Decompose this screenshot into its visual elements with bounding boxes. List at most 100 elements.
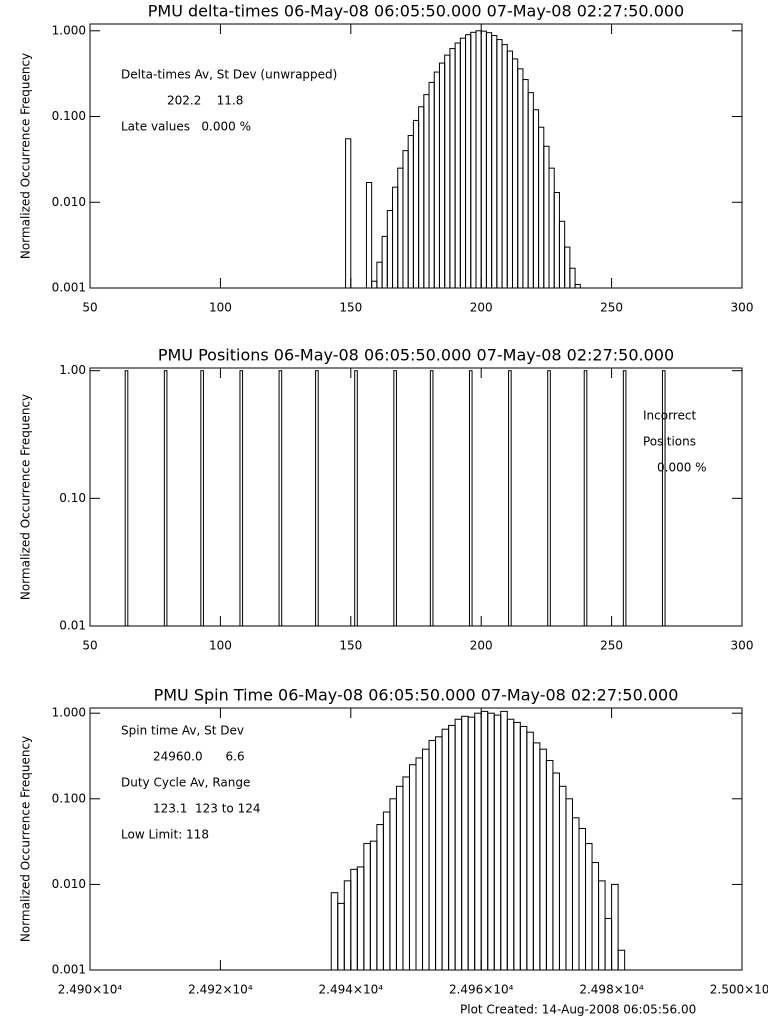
histogram-bar xyxy=(350,868,358,971)
x-tick-label: 150 xyxy=(339,301,362,315)
histogram-bar xyxy=(438,62,446,289)
histogram-bar xyxy=(465,34,472,289)
histogram-bar xyxy=(598,880,606,971)
x-tick-label: 300 xyxy=(731,301,754,315)
histogram-bar xyxy=(474,712,482,971)
y-tick-label: 0.100 xyxy=(52,109,86,123)
x-tick-label: 250 xyxy=(600,301,623,315)
histogram-bar xyxy=(538,126,545,289)
histogram-bar xyxy=(493,714,502,971)
histogram-bar xyxy=(522,79,529,289)
annotation: Duty Cycle Av, Range xyxy=(121,776,250,790)
histogram-bar xyxy=(402,776,410,971)
histogram-bar xyxy=(552,772,560,971)
y-axis-label: Normalized Occurrence Frequency xyxy=(19,394,33,600)
bar xyxy=(354,370,358,627)
histogram-bar xyxy=(408,764,417,971)
histogram-bar xyxy=(496,39,503,289)
histogram-bar xyxy=(448,724,456,971)
annotation: 123.1 123 to 124 xyxy=(153,802,260,816)
histogram-bar xyxy=(428,81,435,289)
histogram-bar xyxy=(475,30,482,289)
bar xyxy=(163,370,168,627)
histogram-bar xyxy=(545,760,554,971)
y-tick-label: 1.000 xyxy=(52,706,86,720)
x-tick-label: 100 xyxy=(209,301,232,315)
annotation: 24960.0 6.6 xyxy=(153,750,245,764)
bar xyxy=(468,370,473,627)
histogram-bar xyxy=(565,798,573,971)
y-axis-label: Normalized Occurrence Frequency xyxy=(19,53,33,259)
histogram-bar xyxy=(480,30,487,289)
x-tick-label: 2.490×10⁴ xyxy=(58,983,123,997)
histogram-bar xyxy=(571,817,580,971)
histogram-bar xyxy=(402,150,409,289)
annotation: Late values 0.000 % xyxy=(121,120,251,134)
histogram-bar xyxy=(356,866,365,971)
x-tick-label: 200 xyxy=(470,639,493,653)
histogram-bar xyxy=(543,145,550,289)
histogram-bar xyxy=(449,48,456,289)
y-tick-label: 0.001 xyxy=(52,281,86,295)
histogram-bar xyxy=(501,44,508,289)
bar xyxy=(547,370,551,627)
bar xyxy=(508,370,512,627)
annotation: 202.2 11.8 xyxy=(167,94,243,108)
histogram-bar xyxy=(467,716,476,971)
x-tick-label: 2.496×10⁴ xyxy=(449,983,514,997)
bar xyxy=(622,370,627,627)
chart-title: PMU delta-times 06-May-08 06:05:50.000 0… xyxy=(148,2,684,21)
histogram-bar xyxy=(343,880,352,971)
annotation: Positions xyxy=(643,435,696,449)
histogram-bar xyxy=(435,736,443,971)
histogram-bar xyxy=(500,710,508,971)
histogram-bar xyxy=(371,280,378,289)
histogram-bar xyxy=(506,718,515,971)
histogram-bar xyxy=(459,37,467,289)
histogram-bar xyxy=(386,210,394,289)
bar xyxy=(278,370,283,627)
bar xyxy=(583,370,588,627)
y-tick-label: 0.01 xyxy=(59,619,86,633)
histogram-bar xyxy=(363,843,371,971)
histogram-bar xyxy=(491,35,498,289)
y-axis-label: Normalized Occurrence Frequency xyxy=(19,736,33,942)
histogram-bar xyxy=(369,840,378,971)
x-tick-label: 150 xyxy=(339,639,362,653)
chart-title: PMU Positions 06-May-08 06:05:50.000 07-… xyxy=(158,346,674,365)
histogram-bar xyxy=(382,811,391,971)
plot-frame xyxy=(89,367,743,627)
histogram-bar xyxy=(511,58,519,289)
x-tick-label: 300 xyxy=(731,639,754,653)
histogram-bar xyxy=(423,94,430,289)
histogram-bar xyxy=(591,862,600,971)
bar xyxy=(239,370,244,627)
histogram-bar xyxy=(461,715,469,971)
histogram-bar xyxy=(617,949,626,971)
histogram-bar xyxy=(480,710,489,971)
histogram-bar xyxy=(470,31,477,289)
annotation: Spin time Av, St Dev xyxy=(121,724,244,738)
x-tick-label: 2.494×10⁴ xyxy=(319,983,384,997)
histogram-bar xyxy=(585,843,593,971)
annotation: Delta-times Av, St Dev (unwrapped) xyxy=(121,68,337,82)
annotation: Incorrect xyxy=(643,409,696,423)
histogram-bar xyxy=(517,68,524,289)
annotation: 0.000 % xyxy=(657,461,707,475)
histogram-bar xyxy=(532,742,541,971)
chart-title: PMU Spin Time 06-May-08 06:05:50.000 07-… xyxy=(154,686,679,705)
histogram-bar xyxy=(553,191,560,289)
histogram-bar xyxy=(569,267,576,289)
histogram-bar xyxy=(444,54,451,289)
bar xyxy=(429,370,434,627)
histogram-bar xyxy=(454,42,461,289)
histogram-bar xyxy=(506,50,513,289)
histogram-bar xyxy=(574,283,581,289)
y-tick-label: 0.10 xyxy=(59,491,86,505)
histogram-bar xyxy=(418,106,425,289)
x-tick-label: 100 xyxy=(209,639,232,653)
annotation: Low Limit: 118 xyxy=(121,828,209,842)
histogram-bar xyxy=(539,748,547,971)
histogram-bar xyxy=(389,798,397,971)
